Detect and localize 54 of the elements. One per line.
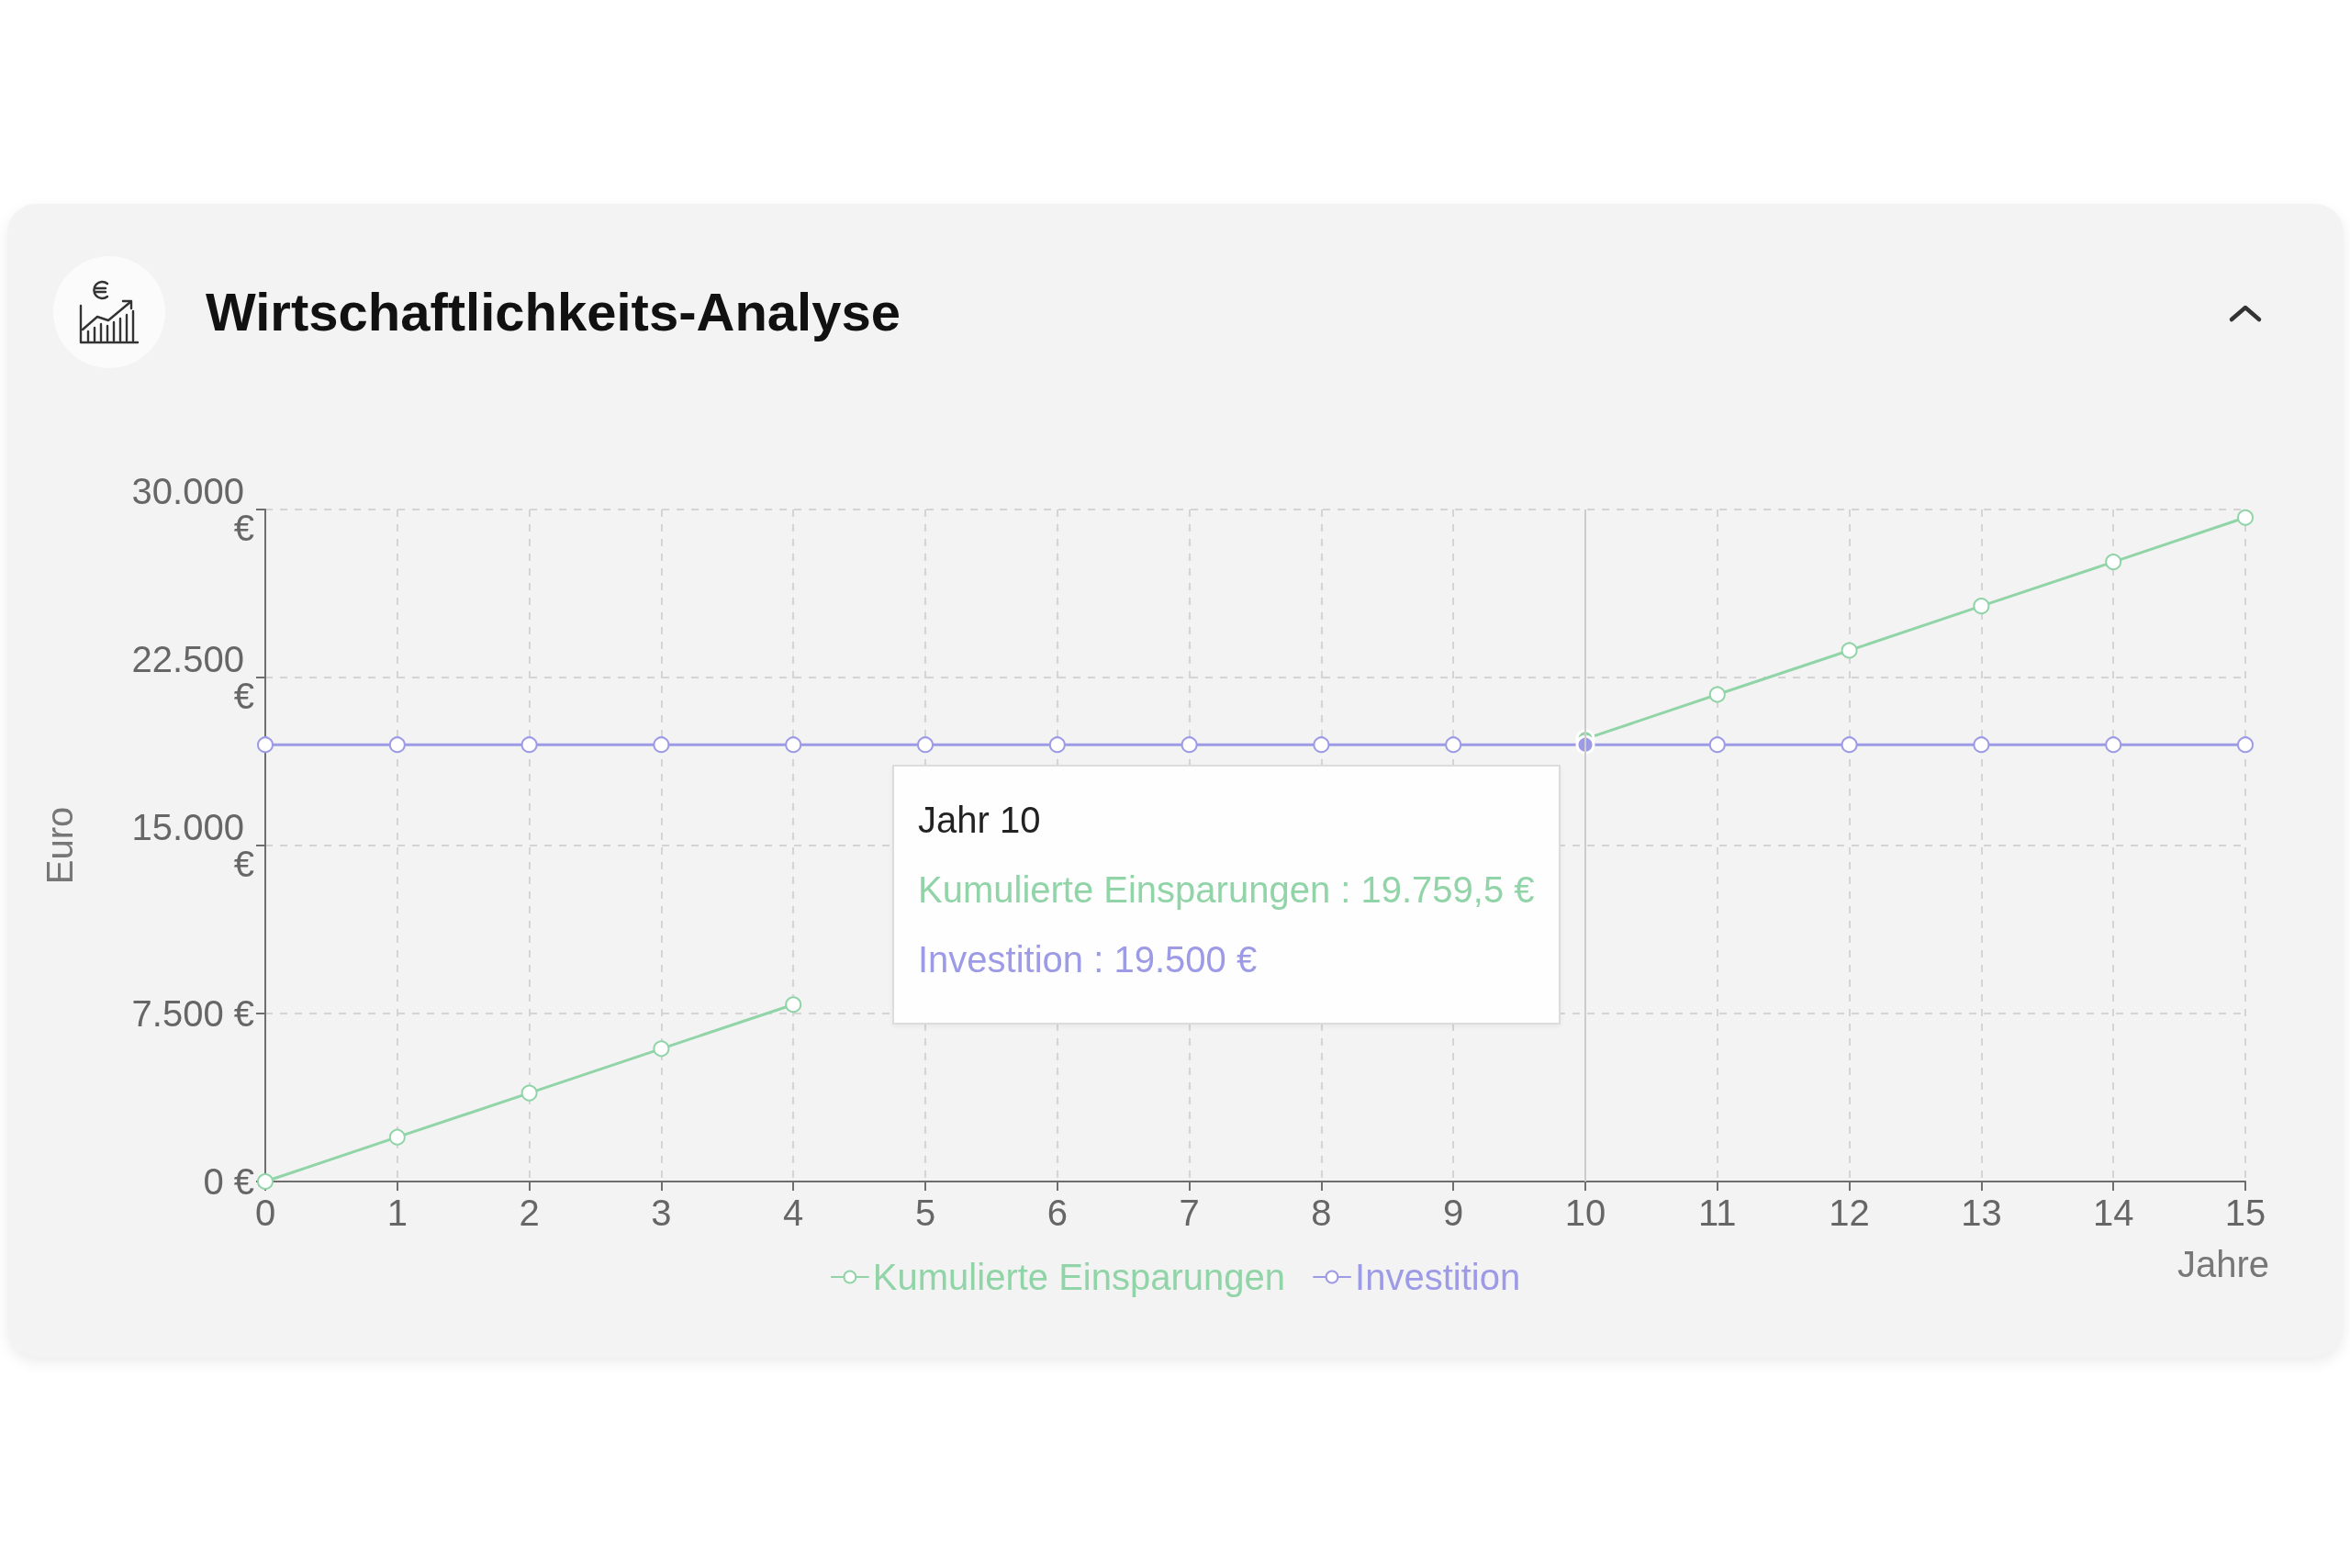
x-tick-label: 2 [519, 1193, 540, 1233]
point [1841, 642, 1858, 659]
x-tick-label: 8 [1311, 1193, 1332, 1233]
point [1708, 686, 1726, 703]
point [520, 1084, 538, 1102]
point [785, 736, 802, 754]
annotation: Jahr 10 [918, 799, 1042, 843]
legend-label: Investition [1355, 1257, 1521, 1297]
y-tick-label: 7.500 € [131, 993, 254, 1034]
x-tick-label: 12 [1829, 1193, 1870, 1233]
y-tick-label: 22.500 € [131, 639, 254, 716]
point [1708, 736, 1726, 754]
point [917, 736, 934, 754]
annotation: Kumulierte Einsparungen : 19.759,5 € [918, 868, 1535, 913]
point [1445, 736, 1462, 754]
annotation: Investition : 19.500 € [918, 938, 1259, 982]
x-axis-title: Jahre [2177, 1244, 2269, 1284]
point [1973, 736, 1990, 754]
x-tick-label: 0 [254, 1193, 276, 1233]
x-tick-label: 13 [1961, 1193, 2002, 1233]
x-tick-label: 1 [386, 1193, 408, 1233]
x-tick-label: 5 [914, 1193, 936, 1233]
point [653, 736, 670, 754]
x-tick-label: 15 [2224, 1193, 2266, 1233]
x-tick-label: 6 [1046, 1193, 1068, 1233]
point [2105, 736, 2122, 754]
point [388, 736, 406, 754]
x-tick-label: 11 [1698, 1193, 1737, 1233]
x-tick-label: 9 [1443, 1193, 1464, 1233]
y-axis-title: Euro [39, 806, 80, 885]
point [257, 736, 274, 754]
tooltip: Jahr 10 Kumulierte Einsparungen : 19.759,5 € Investition : 19.500 € [892, 765, 1561, 1025]
point [388, 1128, 406, 1146]
x-tick-label: 4 [783, 1193, 804, 1233]
point [1181, 736, 1198, 754]
y-tick-label: 0 € [203, 1161, 254, 1202]
point [653, 1040, 670, 1058]
legend-label: Kumulierte Einsparungen [872, 1257, 1286, 1297]
x-tick-label: 7 [1179, 1193, 1200, 1233]
point [1313, 736, 1330, 754]
x-tick-label: 10 [1564, 1193, 1606, 1233]
point [1841, 736, 1858, 754]
point [520, 736, 538, 754]
x-tick-label: 3 [651, 1193, 672, 1233]
point [2105, 554, 2122, 571]
chart-title: Wirtschaftlichkeits-Analyse [206, 281, 901, 343]
point [1973, 598, 1990, 615]
point [1048, 736, 1066, 754]
y-tick-label: 30.000 € [131, 471, 254, 548]
point [2237, 736, 2254, 754]
x-tick-label: 14 [2092, 1193, 2134, 1233]
point [2237, 509, 2254, 526]
point [785, 996, 802, 1014]
y-tick-label: 15.000 € [131, 807, 254, 884]
